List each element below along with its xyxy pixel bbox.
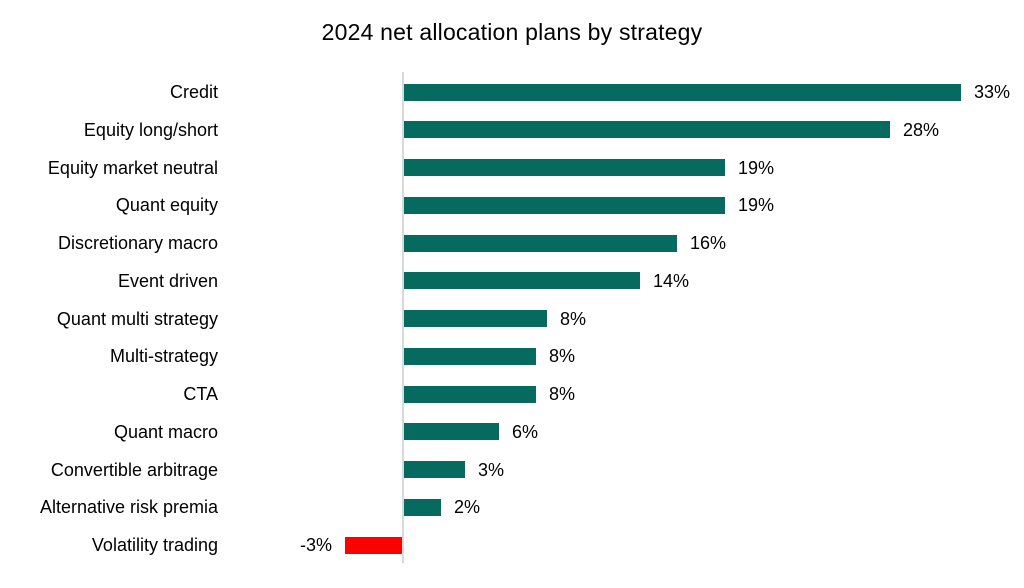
bar — [404, 461, 465, 478]
bar-negative — [345, 536, 402, 554]
value-label: 19% — [738, 195, 775, 216]
category-label: Quant multi strategy — [56, 308, 218, 329]
category-label: Quant macro — [113, 421, 218, 442]
value-label: 3% — [478, 459, 505, 480]
chart-title: 2024 net allocation plans by strategy — [321, 19, 703, 45]
value-label: 2% — [454, 497, 481, 518]
category-label: Alternative risk premia — [39, 497, 218, 518]
category-label: Quant equity — [115, 195, 218, 216]
bar — [404, 423, 499, 441]
bar — [404, 498, 441, 516]
bar — [404, 385, 536, 403]
value-label: 28% — [903, 119, 940, 140]
category-label: Equity long/short — [83, 119, 218, 140]
bar — [404, 272, 640, 290]
bar — [404, 196, 725, 214]
category-label: Event driven — [117, 270, 218, 291]
value-label: 8% — [549, 384, 576, 404]
category-label: Equity market neutral — [47, 157, 218, 178]
bar — [404, 159, 725, 176]
value-label: 33% — [974, 82, 1011, 102]
category-label: Discretionary macro — [57, 233, 218, 253]
category-label: CTA — [183, 384, 218, 404]
bar — [404, 121, 890, 139]
y-axis-line — [402, 72, 404, 563]
value-label: 16% — [690, 233, 727, 253]
bar — [404, 310, 547, 327]
value-label: -3% — [299, 535, 332, 555]
value-label: 14% — [653, 270, 690, 291]
bar — [404, 234, 677, 252]
category-label: Multi-strategy — [109, 346, 218, 367]
value-label: 8% — [560, 308, 587, 329]
bar — [404, 347, 536, 365]
bar — [404, 83, 961, 101]
category-label: Convertible arbitrage — [50, 459, 218, 480]
value-label: 8% — [549, 346, 576, 367]
value-label: 6% — [512, 421, 539, 442]
category-label: Volatility trading — [91, 535, 218, 555]
value-label: 19% — [738, 157, 775, 178]
category-label: Credit — [169, 82, 218, 102]
